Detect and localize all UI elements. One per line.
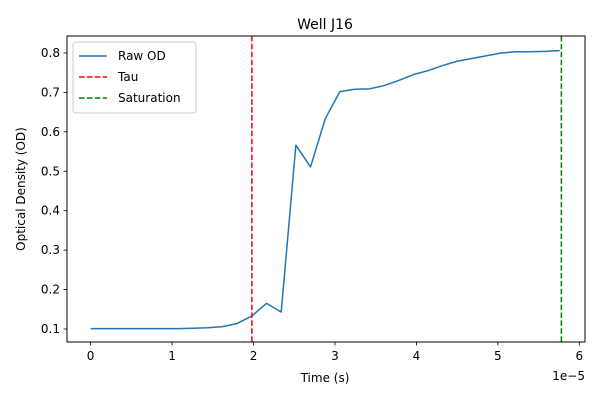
y-tick-label: 0.1 bbox=[41, 322, 60, 336]
legend-label: Tau bbox=[117, 70, 138, 84]
legend-label: Raw OD bbox=[118, 49, 166, 63]
chart-title: Well J16 bbox=[297, 17, 353, 33]
y-tick-label: 0.3 bbox=[41, 243, 60, 257]
x-axis-offset-label: 1e−5 bbox=[552, 369, 585, 383]
y-tick-label: 0.6 bbox=[41, 125, 60, 139]
x-tick-label: 1 bbox=[168, 349, 176, 363]
x-tick-label: 2 bbox=[250, 349, 258, 363]
legend-label: Saturation bbox=[118, 91, 181, 105]
y-axis-label: Optical Density (OD) bbox=[14, 127, 28, 251]
y-tick-label: 0.5 bbox=[41, 164, 60, 178]
series-line-raw-od bbox=[90, 49, 560, 330]
x-axis-label: Time (s) bbox=[300, 371, 350, 385]
x-tick-label: 3 bbox=[331, 349, 339, 363]
x-axis: 0 1 2 3 4 5 6 bbox=[87, 342, 583, 363]
legend-frame bbox=[72, 41, 197, 114]
x-tick-label: 6 bbox=[575, 349, 583, 363]
x-tick-label: 0 bbox=[87, 349, 95, 363]
y-tick-label: 0.8 bbox=[41, 46, 60, 60]
x-tick-label: 4 bbox=[413, 349, 421, 363]
plot-area-frame bbox=[66, 35, 586, 343]
y-axis: 0.1 0.2 0.3 0.4 0.5 0.6 0.7 0.8 bbox=[41, 46, 67, 336]
y-tick-label: 0.4 bbox=[41, 204, 60, 218]
y-tick-label: 0.7 bbox=[41, 85, 60, 99]
y-tick-label: 0.2 bbox=[41, 283, 60, 297]
chart-marks bbox=[90, 36, 563, 342]
x-tick-label: 5 bbox=[494, 349, 502, 363]
legend: Raw OD Tau Saturation bbox=[72, 41, 197, 114]
